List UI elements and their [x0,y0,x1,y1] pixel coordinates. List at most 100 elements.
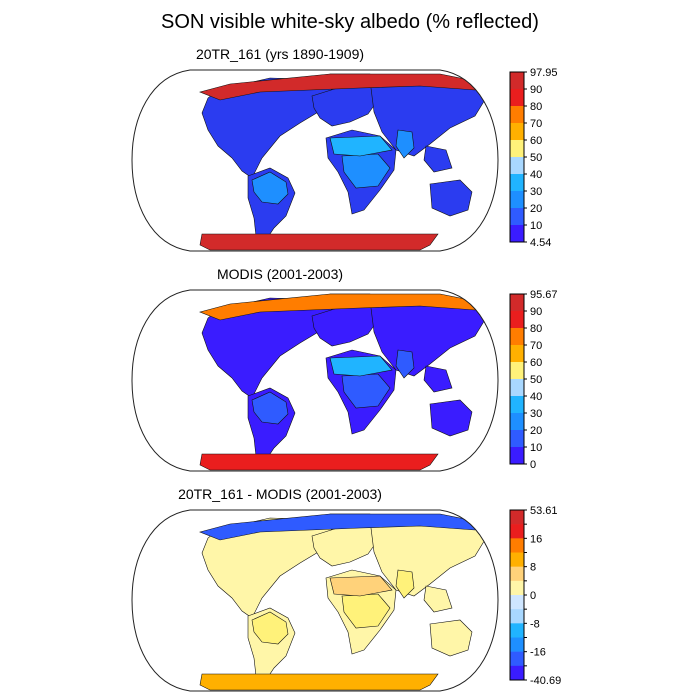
colorbar-tick-label: 10 [530,442,542,454]
colorbar-tick-label: 70 [530,340,542,352]
colorbar-segment [510,174,524,192]
colorbar-segment [510,191,524,209]
colorbar-segment [510,89,524,107]
sahara [329,355,393,377]
colorbar-segment [510,413,524,431]
colorbar-tick-label: -16 [530,647,546,659]
colorbar-segment [510,637,524,652]
map-body-model [131,69,499,252]
colorbar-segment [510,609,524,624]
africa-tropics [341,593,391,629]
colorbar-diff: 53.61 16 8 0 -8 -16 -40.69 [509,505,561,687]
colorbar-segment [510,72,524,90]
colorbar-tick-label: 95.67 [530,289,558,301]
colorbar-segment [510,665,524,681]
colorbar-segment [510,140,524,158]
colorbar-segment [510,225,524,243]
colorbar-tick-label: -40.69 [530,675,561,687]
colorbar-tick-label: 30 [530,186,542,198]
colorbar-tick-label: 30 [530,408,542,420]
colorbar-obs: 95.67 90 80 70 60 50 40 30 20 10 0 [509,289,558,471]
colorbar-tick-label: 16 [530,533,542,545]
colorbar-tick-label: 90 [530,306,542,318]
colorbar-segment [510,379,524,397]
arctic-ice [199,73,481,101]
arctic-ice [199,513,481,541]
colorbar-segment [510,552,524,567]
map-diff [131,509,499,692]
india [395,569,415,599]
panel-title-model: 20TR_161 (yrs 1890-1909) [195,46,365,62]
colorbar-segment [510,345,524,363]
south-america-tropics [251,611,289,645]
colorbar-tick-label: 50 [530,374,542,386]
colorbar-tick-label: 70 [530,118,542,130]
arctic-ice [199,293,481,321]
colorbar-segment [510,510,524,525]
colorbar-segment [510,580,524,596]
colorbar-tick-label: 0 [530,590,536,602]
panel-title-obs: MODIS (2001-2003) [216,266,344,282]
map-frame-obs [131,289,499,472]
sahara [329,135,393,157]
colorbar-segment [510,396,524,414]
colorbar-tick-label: 20 [530,203,542,215]
colorbar-body-model: 97.95 90 80 70 60 50 40 30 20 10 4.54 [509,67,558,249]
colorbar-segment [510,623,524,638]
colorbar-segment [510,208,524,226]
colorbar-segment [510,430,524,448]
colorbar-segment [510,106,524,124]
colorbar-tick-label: 40 [530,391,542,403]
southeast-asia [423,585,453,613]
southeast-asia [423,145,453,173]
australia [429,399,473,437]
india [395,349,415,379]
colorbar-segment [510,595,524,610]
colorbar-tick-label: 53.61 [530,505,558,517]
colorbar-tick-label: -8 [530,618,540,630]
southeast-asia [423,365,453,393]
map-frame-model [131,69,499,252]
colorbar-segment [510,157,524,175]
colorbar-model: 97.95 90 80 70 60 50 40 30 20 10 4.54 [509,67,558,249]
australia [429,619,473,657]
panel-title-diff: 20TR_161 - MODIS (2001-2003) [178,486,382,502]
sahara [329,575,393,597]
colorbar-tick-label: 97.95 [530,67,558,79]
colorbar-body-obs: 95.67 90 80 70 60 50 40 30 20 10 0 [509,289,558,471]
antarctica [199,233,439,251]
antarctica [199,453,439,471]
south-america-tropics [251,391,289,425]
colorbar-segment [510,447,524,465]
colorbar-segment [510,294,524,312]
map-body-diff [131,509,499,692]
africa-tropics [341,373,391,409]
antarctica [199,673,439,691]
map-obs [131,289,499,472]
colorbar-tick-label: 90 [530,84,542,96]
map-land-model [199,73,487,251]
africa-tropics [341,153,391,189]
colorbar-tick-label: 60 [530,135,542,147]
map-frame-diff [131,509,499,692]
india [395,129,415,159]
colorbar-tick-label: 50 [530,152,542,164]
south-america-tropics [251,171,289,205]
colorbar-tick-label: 4.54 [530,237,551,249]
colorbar-tick-label: 80 [530,323,542,335]
colorbar-segment [510,538,524,553]
colorbar-body-diff: 53.61 16 8 0 -8 -16 -40.69 [509,505,561,687]
australia [429,179,473,217]
colorbar-tick-label: 80 [530,101,542,113]
map-land-obs [199,293,487,471]
colorbar-tick-label: 0 [530,459,536,471]
colorbar-tick-label: 40 [530,169,542,181]
colorbar-segment [510,362,524,380]
colorbar-tick-label: 20 [530,425,542,437]
colorbar-segment [510,328,524,346]
map-model [131,69,499,252]
map-body-obs [131,289,499,472]
colorbar-segment [510,123,524,141]
colorbar-tick-label: 10 [530,220,542,232]
colorbar-tick-label: 8 [530,562,536,574]
